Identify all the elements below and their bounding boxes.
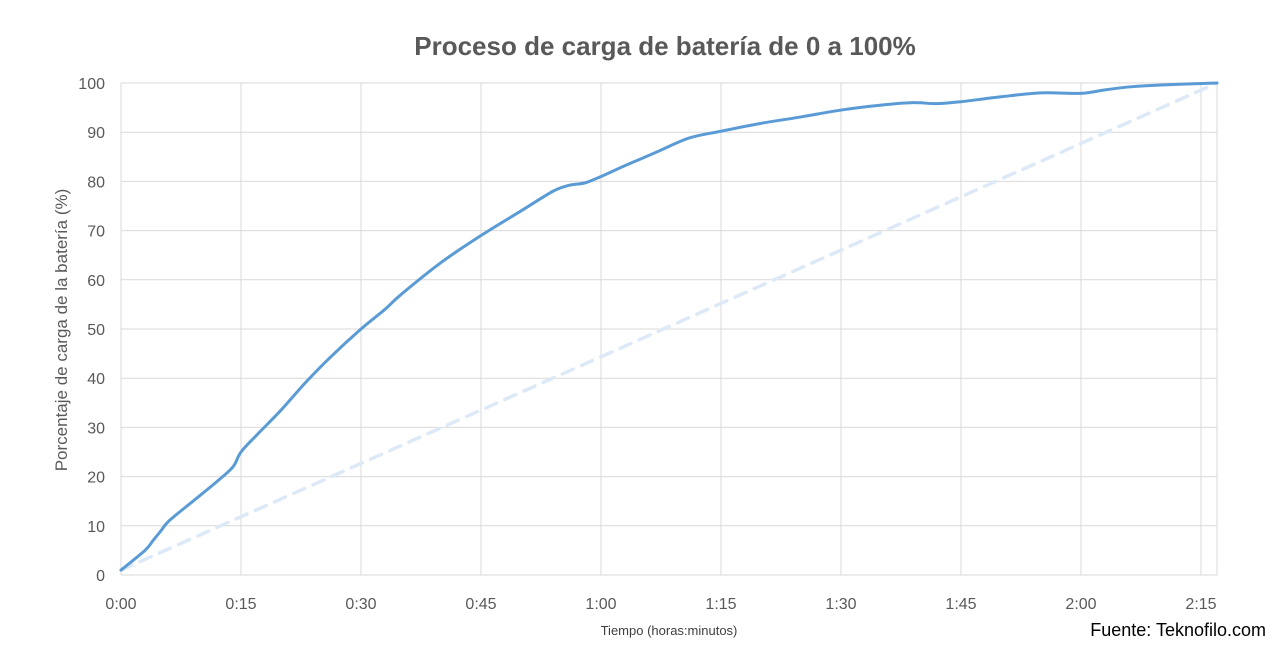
y-tick-label: 0	[96, 568, 105, 585]
x-tick-label: 1:30	[825, 596, 856, 613]
x-tick-label: 1:45	[945, 596, 976, 613]
y-tick-label: 90	[87, 125, 105, 142]
x-tick-label: 0:00	[105, 596, 136, 613]
y-tick-label: 40	[87, 371, 105, 388]
x-tick-label: 0:30	[345, 596, 376, 613]
y-tick-label: 60	[87, 273, 105, 290]
x-tick-label: 1:00	[585, 596, 616, 613]
x-tick-label: 0:45	[465, 596, 496, 613]
x-tick-label: 2:00	[1065, 596, 1096, 613]
y-tick-label: 20	[87, 470, 105, 487]
x-tick-label: 1:15	[705, 596, 736, 613]
x-tick-label: 0:15	[225, 596, 256, 613]
y-tick-label: 10	[87, 519, 105, 536]
x-axis-label: Tiempo (horas:minutos)	[601, 623, 738, 638]
y-tick-label: 100	[78, 76, 105, 93]
y-tick-label: 50	[87, 322, 105, 339]
linear-reference-line	[119, 81, 1219, 572]
y-axis-label: Porcentaje de carga de la batería (%)	[52, 189, 71, 472]
y-tick-label: 80	[87, 174, 105, 191]
chart-title: Proceso de carga de batería de 0 a 100%	[414, 31, 915, 61]
source-credit: Fuente: Teknofilo.com	[1090, 620, 1266, 640]
y-tick-label: 30	[87, 420, 105, 437]
x-tick-label: 2:15	[1185, 596, 1216, 613]
series-group	[119, 81, 1219, 572]
y-tick-label: 70	[87, 224, 105, 241]
charge-curve-line	[119, 81, 1219, 572]
tick-labels: 0 10 20 30 40 50 60 70 80 90 100 0:00 0:15 0:30 0:45 1:…	[78, 76, 1216, 613]
